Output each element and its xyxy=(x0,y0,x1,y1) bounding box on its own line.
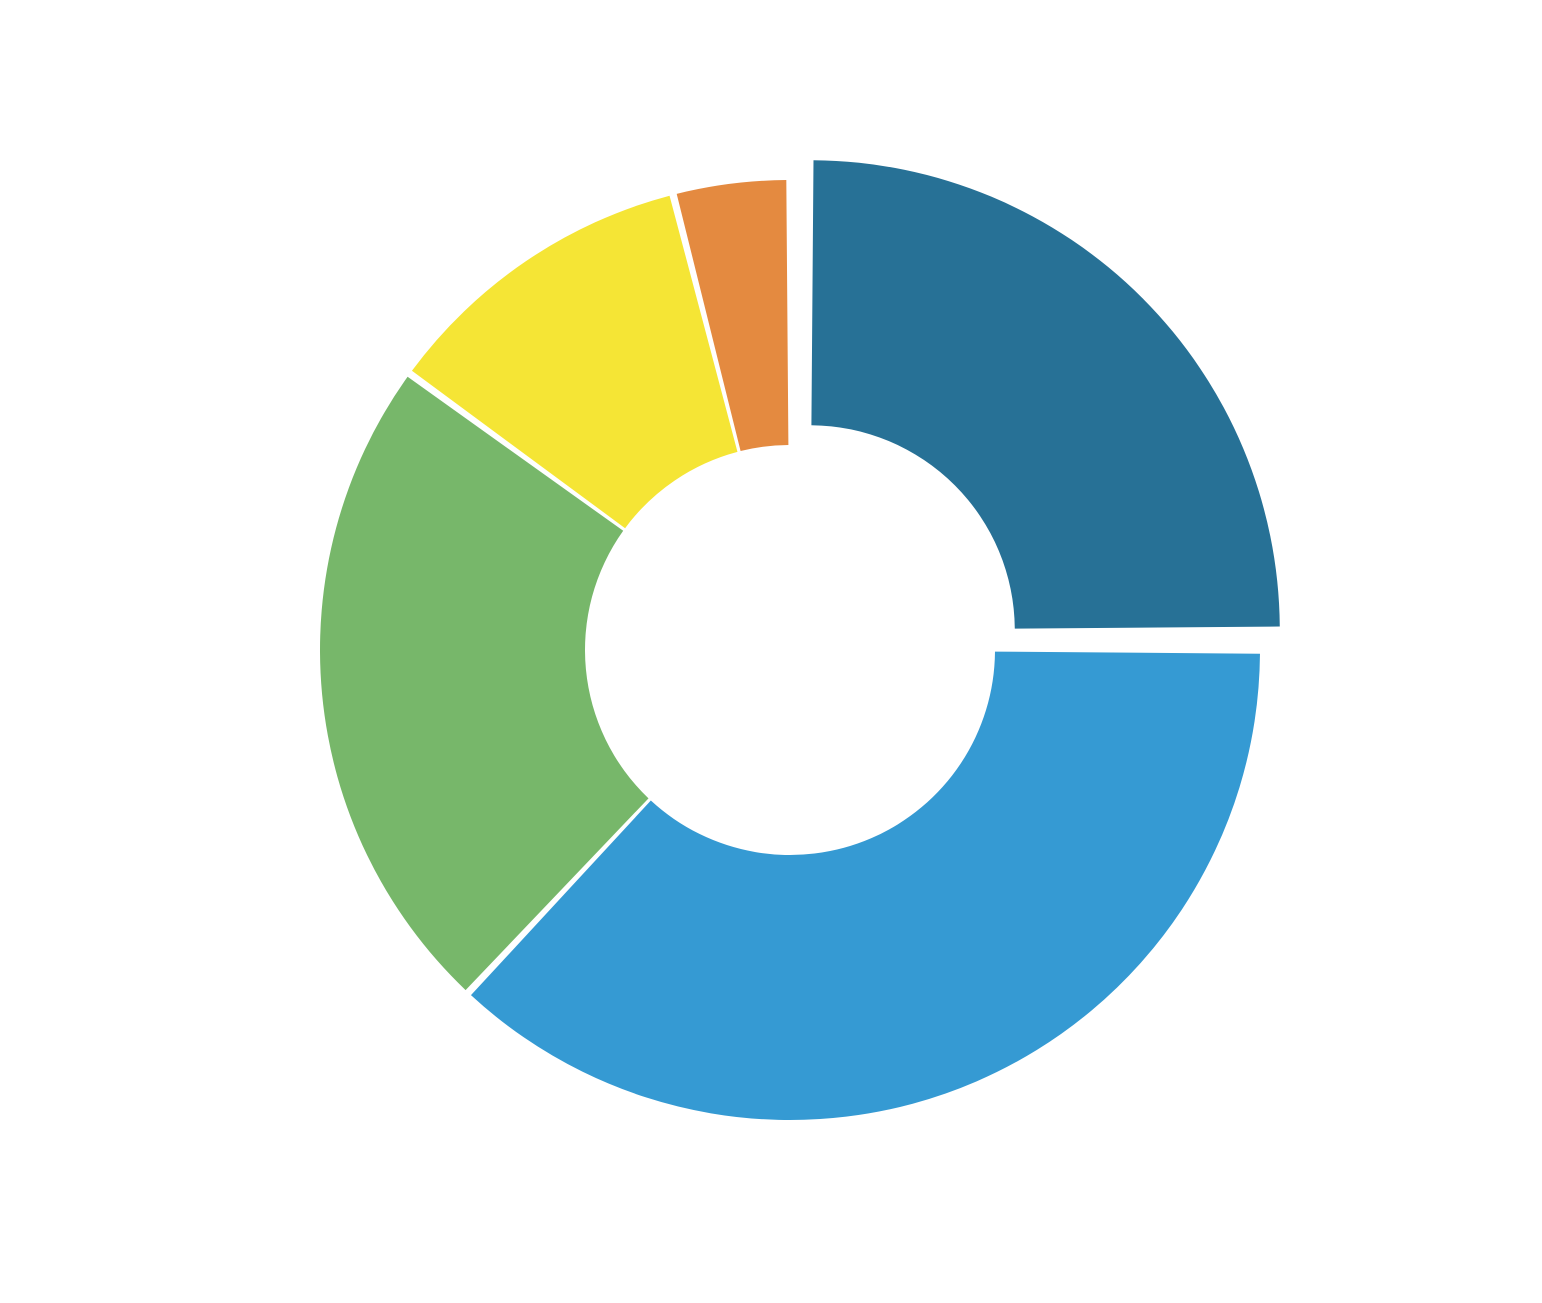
donut-slice-4 xyxy=(411,195,738,529)
donut-slice-2 xyxy=(470,651,1260,1120)
donut-slice-3 xyxy=(320,376,649,991)
donut-slice-5 xyxy=(676,180,789,452)
donut-slices xyxy=(320,160,1280,1120)
donut-slice-1 xyxy=(811,160,1280,629)
